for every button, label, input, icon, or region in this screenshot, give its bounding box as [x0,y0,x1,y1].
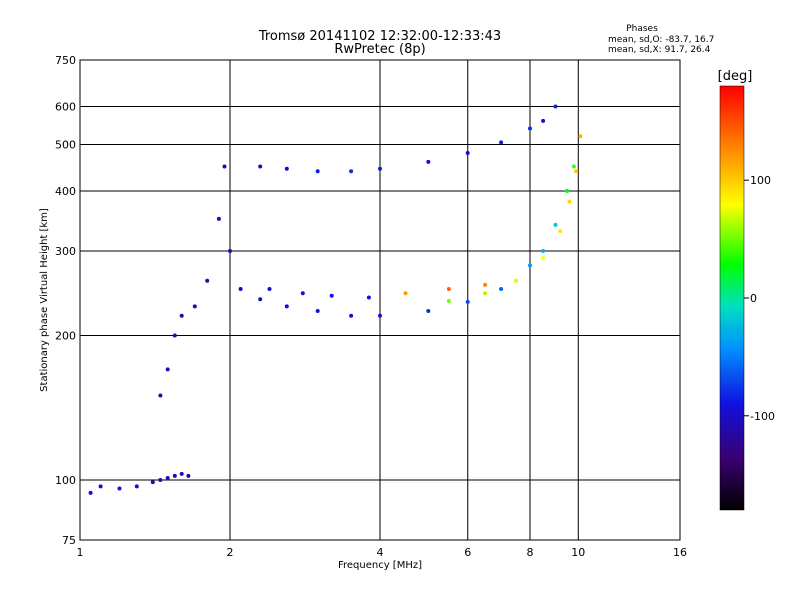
echo-point [284,166,289,171]
echo-point [238,287,243,291]
colorbar-tick-label: -100 [750,410,775,423]
colorbar-ticks: 100 0 -100 [744,174,775,423]
y-tick-label: 200 [55,330,76,343]
echo-point [514,278,518,283]
echo-point [172,333,177,338]
echo-point [165,476,170,480]
chart-title: Tromsø 20141102 12:32:00-12:33:43 [258,29,501,44]
y-tick-label: 500 [55,139,76,152]
echo-point [499,287,504,291]
colorbar-tick-label: 0 [750,292,757,305]
x-axis-ticks: 1 2 4 6 8 10 16 [77,546,688,559]
echo-point [186,473,191,478]
echo-point [150,480,155,485]
phase-info: Phases mean, sd,O: -83.7, 16.7 mean, sd,… [608,24,714,55]
echo-point [528,126,532,131]
y-axis-label: Stationary phase Virtual Height [km] [39,208,50,392]
y-axis-ticks: 75 100 200 300 400 500 600 750 [55,54,76,547]
echo-point [158,478,163,482]
phase-info-o: mean, sd,O: -83.7, 16.7 [608,35,714,45]
echo-point [574,169,579,174]
echo-point [165,367,170,372]
echo-point [205,278,210,283]
phase-info-title: Phases [626,24,658,34]
echo-point [315,309,320,313]
echo-point [426,159,431,164]
echo-point [567,199,572,204]
echo-point [349,169,354,174]
echo-point [300,291,305,296]
echo-point [578,134,583,139]
echo-point [192,304,197,309]
data-points [88,104,583,495]
echo-point [499,140,504,145]
phase-info-x: mean, sd,X: 91.7, 26.4 [608,45,711,55]
echo-point [329,293,334,298]
echo-point [565,189,570,193]
x-tick-label: 2 [227,546,234,559]
y-tick-label: 600 [55,101,76,114]
echo-point [558,229,563,234]
echo-point [403,291,408,296]
x-axis-label: Frequency [MHz] [338,560,422,571]
echo-point [179,313,184,318]
echo-point [258,297,263,302]
echo-point [222,164,227,169]
echo-point [228,249,232,253]
echo-point [483,291,488,296]
echo-point [158,393,163,398]
x-tick-label: 8 [527,546,534,559]
echo-point [366,295,371,300]
echo-point [172,473,177,478]
y-tick-label: 400 [55,185,76,198]
y-tick-label: 75 [62,534,76,547]
echo-point [528,263,532,268]
x-tick-label: 6 [464,546,471,559]
echo-point [378,166,382,171]
colorbar-label: [deg] [718,69,753,84]
echo-point [553,222,558,227]
echo-point [553,104,558,109]
echo-point [446,287,451,291]
grid-lines [80,60,680,540]
echo-point [349,313,354,318]
echo-point [179,471,184,476]
colorbar-tick-label: 100 [750,174,771,187]
y-tick-label: 750 [55,54,76,67]
echo-point [426,309,431,313]
echo-point [378,313,382,318]
echo-point [483,282,488,287]
echo-point [541,249,546,253]
echo-point [541,118,546,123]
echo-point [258,164,263,169]
echo-point [88,490,93,495]
echo-point [446,299,451,303]
plot-frame [79,59,681,541]
y-tick-label: 100 [55,474,76,487]
colorbar [719,85,745,511]
echo-point [315,169,320,174]
echo-point [117,486,122,491]
echo-point [267,287,272,291]
x-tick-label: 10 [571,546,585,559]
echo-point [216,216,221,221]
y-tick-label: 300 [55,245,76,258]
echo-point [284,304,289,309]
echo-point [541,256,546,261]
x-tick-label: 16 [673,546,687,559]
echo-point [134,484,139,489]
x-tick-label: 1 [77,546,84,559]
echo-point [571,164,576,169]
chart-subtitle: RwPretec (8p) [334,42,425,57]
echo-point [465,299,470,304]
echo-point [465,151,470,155]
echo-point [98,484,103,489]
x-tick-label: 4 [377,546,384,559]
